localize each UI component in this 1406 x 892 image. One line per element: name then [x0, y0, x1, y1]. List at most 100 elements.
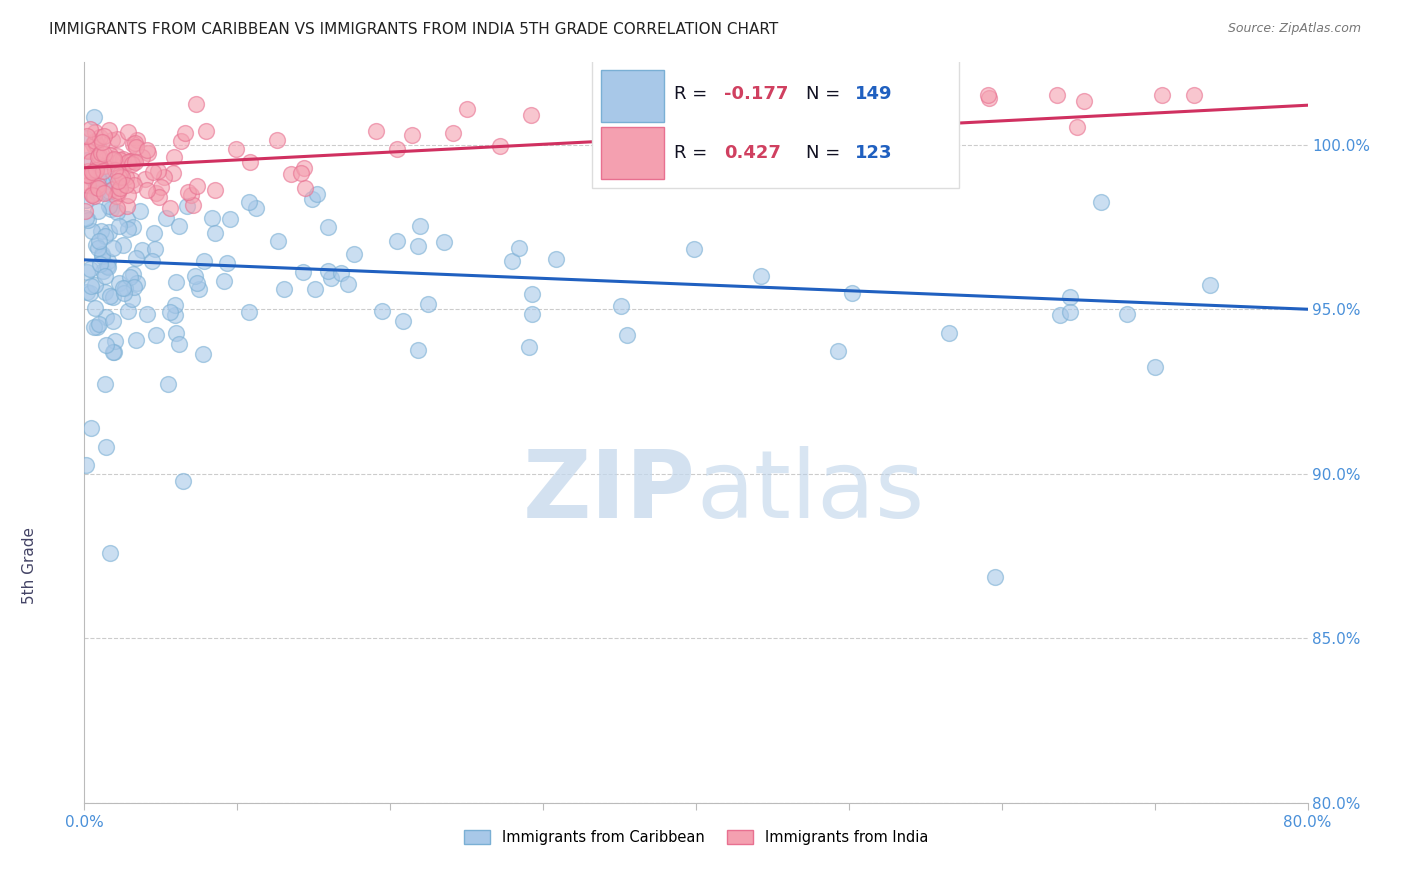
Point — [89, 234, 111, 248]
Point — [87, 171, 110, 186]
Point — [170, 134, 193, 148]
Point — [751, 268, 773, 283]
Point — [83, 189, 105, 203]
Point — [108, 167, 131, 181]
Text: Source: ZipAtlas.com: Source: ZipAtlas.com — [1227, 22, 1361, 36]
Point — [86, 186, 108, 200]
Point — [115, 199, 138, 213]
Text: R =: R = — [673, 144, 713, 161]
Point — [80, 279, 103, 293]
Point — [84, 180, 107, 194]
Point — [938, 326, 960, 340]
Text: 5th Grade: 5th Grade — [22, 527, 37, 605]
Point — [156, 376, 179, 391]
Point — [97, 186, 120, 201]
Point — [319, 270, 342, 285]
Point — [77, 178, 100, 192]
Point — [912, 124, 935, 138]
Point — [169, 336, 191, 351]
Point — [82, 137, 104, 152]
Point — [1046, 88, 1069, 103]
Point — [165, 326, 187, 340]
Point — [1199, 277, 1222, 292]
Point — [131, 244, 153, 258]
Point — [91, 164, 114, 178]
Point — [105, 149, 128, 163]
Point — [273, 282, 295, 296]
Point — [239, 154, 262, 169]
Point — [93, 285, 115, 299]
Point — [90, 224, 112, 238]
Point — [522, 307, 544, 321]
Point — [145, 186, 167, 201]
Point — [214, 274, 236, 288]
Point — [80, 420, 103, 434]
Point — [307, 186, 329, 201]
Point — [93, 129, 115, 144]
Point — [343, 247, 366, 261]
Point — [76, 153, 98, 167]
Point — [105, 132, 128, 146]
Point — [441, 126, 464, 140]
Point — [98, 289, 121, 303]
Point — [145, 328, 167, 343]
Point — [80, 164, 103, 178]
Point — [280, 167, 302, 181]
Point — [117, 221, 139, 235]
Point — [146, 164, 169, 178]
Point — [96, 169, 118, 183]
Point — [134, 171, 156, 186]
Point — [91, 264, 114, 278]
Point — [100, 148, 122, 162]
Point — [520, 107, 543, 121]
Point — [1116, 307, 1139, 321]
Point — [83, 111, 105, 125]
Text: -0.177: -0.177 — [724, 85, 789, 103]
Point — [174, 126, 197, 140]
Point — [101, 241, 124, 255]
Point — [385, 142, 408, 156]
Point — [82, 169, 104, 183]
Point — [77, 164, 100, 178]
Point — [204, 226, 226, 240]
Point — [201, 211, 224, 225]
Point — [122, 153, 145, 168]
Point — [122, 137, 145, 152]
Point — [82, 187, 104, 202]
Point — [149, 180, 172, 194]
Point — [409, 219, 432, 234]
Point — [979, 91, 1001, 105]
Point — [292, 161, 315, 176]
Point — [517, 340, 540, 354]
Point — [841, 285, 863, 300]
Point — [79, 286, 101, 301]
Point — [107, 174, 129, 188]
Point — [112, 281, 135, 295]
Point — [245, 201, 267, 215]
Point — [94, 229, 117, 244]
Point — [194, 124, 217, 138]
Point — [136, 144, 159, 158]
Point — [82, 187, 104, 202]
Point — [108, 180, 131, 194]
Point — [96, 310, 118, 324]
Point — [87, 203, 110, 218]
Point — [75, 211, 97, 225]
Point — [385, 235, 408, 249]
Point — [101, 345, 124, 359]
Point — [121, 157, 143, 171]
Point — [77, 213, 100, 227]
Point — [117, 154, 139, 169]
Point — [75, 203, 97, 218]
Point — [84, 238, 107, 252]
Point — [105, 189, 128, 203]
Point — [610, 299, 633, 313]
Point — [105, 204, 128, 219]
Point — [875, 111, 897, 125]
Point — [83, 166, 105, 180]
Point — [115, 211, 138, 226]
Point — [94, 269, 117, 284]
Point — [84, 163, 107, 178]
Point — [238, 195, 260, 210]
Point — [75, 131, 97, 145]
